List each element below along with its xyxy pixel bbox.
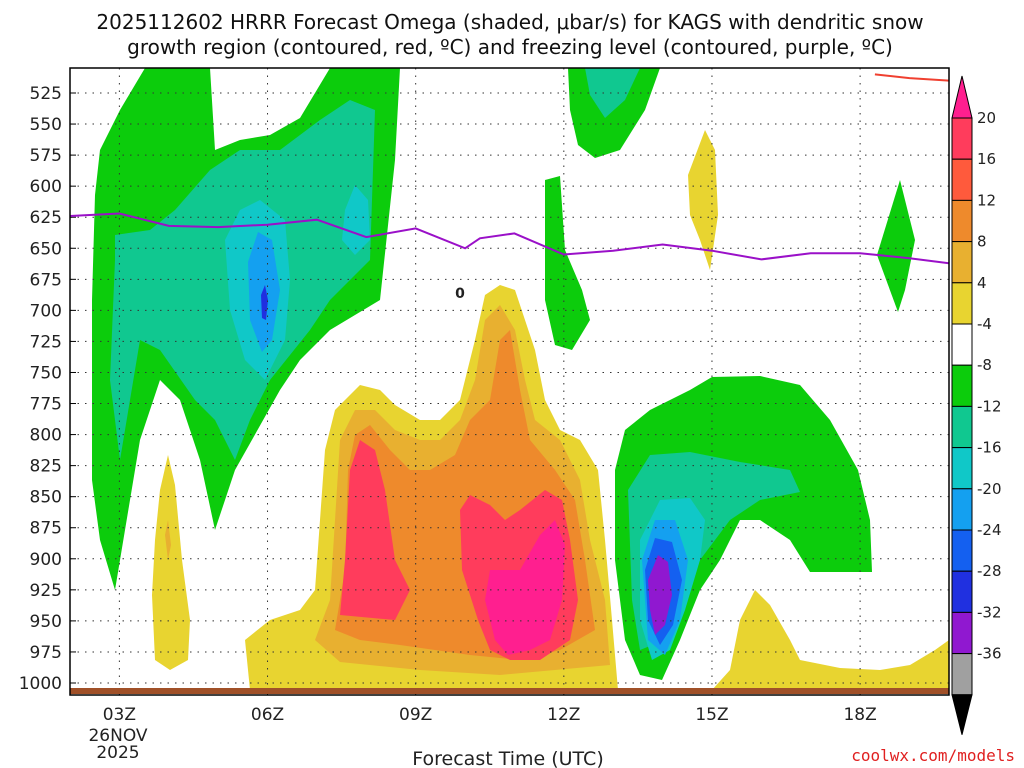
x-tick-label-18Z: 18Z (843, 705, 876, 725)
colorbar-bin-11 (951, 570, 973, 613)
y-tick-label-575: 575 (30, 146, 62, 166)
y-tick-label-975: 975 (30, 643, 62, 663)
colorbar-label-1: 16 (977, 150, 996, 168)
colorbar-bin-13 (951, 653, 973, 696)
y-tick-label-875: 875 (30, 519, 62, 539)
colorbar-bin-4 (951, 282, 973, 325)
x-axis-label: Forecast Time (UTC) (412, 748, 603, 768)
y-tick-label-650: 650 (30, 239, 62, 259)
colorbar-bin-1 (951, 158, 973, 201)
omega-region-yellow-15z-upper (688, 130, 718, 270)
colorbar-label-5: -4 (977, 315, 992, 333)
colorbar-bin-9 (951, 488, 973, 531)
chart-title-line2: growth region (contoured, red, ºC) and f… (127, 35, 893, 59)
x-axis-tick-labels: 03Z 06Z 09Z 12Z 15Z 18Z (103, 705, 877, 725)
colorbar-label-0: 20 (977, 109, 996, 127)
y-tick-label-850: 850 (30, 488, 62, 508)
colorbar-bin-5 (951, 323, 973, 366)
omega-region-darkblue-west (261, 285, 268, 320)
colorbar: 20 16 12 8 4 -4 -8 -12 -16 -20 -24 -28 -32 -36 (951, 75, 1002, 735)
freezing-level-contour (70, 212, 949, 265)
omega-region-yellow-04z (152, 455, 190, 670)
omega-region-gold-04z (165, 520, 171, 560)
omega-region-teal-top12z (585, 68, 640, 118)
plot-frame (69, 67, 950, 696)
colorbar-bin-12 (951, 611, 973, 655)
y-tick-label-1000: 1000 (19, 674, 62, 694)
colorbar-bin-0 (951, 117, 973, 160)
colorbar-bin-2 (951, 199, 973, 243)
omega-region-red-left (340, 440, 410, 620)
y-tick-label-800: 800 (30, 426, 62, 446)
x-tick-label-12Z: 12Z (547, 705, 580, 725)
colorbar-label-3: 8 (977, 233, 987, 251)
y-tick-label-625: 625 (30, 208, 62, 228)
y-tick-label-600: 600 (30, 177, 62, 197)
y-tick-label-675: 675 (30, 270, 62, 290)
x-tick-label-03Z: 03Z (103, 705, 136, 725)
colorbar-label-2: 12 (977, 191, 996, 209)
colorbar-label-13: -36 (977, 645, 1002, 663)
y-tick-label-725: 725 (30, 332, 62, 352)
freezing-level-label: 0 (455, 286, 465, 302)
colorbar-label-4: 4 (977, 274, 987, 292)
colorbar-bin-8 (951, 447, 973, 490)
dendritic-growth-contour (874, 73, 949, 82)
x-tick-label-06Z: 06Z (251, 705, 284, 725)
y-tick-label-925: 925 (30, 581, 62, 601)
credit-link[interactable]: coolwx.com/models (851, 746, 1015, 765)
colorbar-label-7: -12 (977, 397, 1002, 415)
colorbar-bin-7 (951, 405, 973, 449)
omega-region-yellow-east (712, 590, 949, 690)
omega-region-green-19z (877, 180, 915, 312)
x-tick-label-15Z: 15Z (695, 705, 728, 725)
colorbar-label-9: -20 (977, 480, 1002, 498)
y-tick-label-950: 950 (30, 612, 62, 632)
colorbar-bin-6 (951, 364, 973, 407)
x-tick-label-09Z: 09Z (399, 705, 432, 725)
date-label-line1: 26NOV (88, 726, 147, 746)
y-tick-label-550: 550 (30, 115, 62, 135)
colorbar-label-6: -8 (977, 356, 992, 374)
omega-region-cyan-west2 (342, 185, 370, 255)
horizontal-gridlines (70, 92, 949, 684)
date-label-line2: 2025 (96, 743, 139, 763)
colorbar-bottom-cap (951, 694, 973, 735)
colorbar-label-10: -24 (977, 521, 1002, 539)
y-tick-label-700: 700 (30, 301, 62, 321)
y-tick-label-750: 750 (30, 363, 62, 383)
colorbar-label-8: -16 (977, 439, 1002, 457)
colorbar-bin-3 (951, 241, 973, 284)
colorbar-label-11: -28 (977, 562, 1002, 580)
y-tick-label-525: 525 (30, 84, 62, 104)
y-tick-label-900: 900 (30, 550, 62, 570)
colorbar-bin-10 (951, 529, 973, 572)
y-axis-tick-labels: 525 550 575 600 625 650 675 700 725 750 775 800 825 8… (19, 84, 62, 694)
colorbar-label-12: -32 (977, 603, 1002, 621)
y-tick-label-775: 775 (30, 395, 62, 415)
colorbar-top-cap (951, 75, 973, 119)
chart-title-line1: 2025112602 HRRR Forecast Omega (shaded, … (96, 10, 923, 34)
y-tick-label-825: 825 (30, 457, 62, 477)
omega-region-green-strip (545, 176, 590, 350)
omega-region-purple-east (648, 555, 672, 635)
omega-shading (92, 68, 949, 690)
surface-terrain-strip (70, 688, 949, 694)
